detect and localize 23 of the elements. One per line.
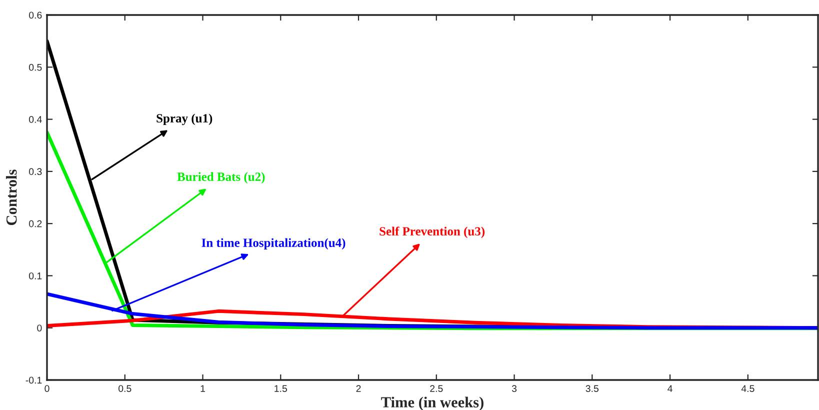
x-tick-label: 3 <box>512 385 517 392</box>
y-tick-label: 0.4 <box>29 116 42 123</box>
x-tick-label: 4.5 <box>741 385 754 392</box>
y-axis-title: Controls <box>6 170 17 226</box>
x-tick-label: 1.5 <box>274 385 287 392</box>
y-tick-label: 0.5 <box>29 64 42 71</box>
x-tick-label: 1 <box>200 385 205 392</box>
y-tick-label: 0.3 <box>29 168 42 176</box>
y-tick-label: -0.1 <box>26 376 42 384</box>
x-tick-label: 0.5 <box>118 385 132 392</box>
annotation: Buried Bats (u2) <box>177 172 265 184</box>
x-tick-label: 0 <box>44 385 50 392</box>
x-tick-label: 4 <box>668 385 672 392</box>
x-tick-label: 3.5 <box>586 385 598 392</box>
y-tick-label: 0.1 <box>29 272 42 280</box>
annotation: Spray (u1) <box>156 114 212 126</box>
y-tick-label: 0.2 <box>29 220 42 228</box>
x-tick-label: 2 <box>356 385 361 392</box>
y-tick-label: 0 <box>37 324 42 332</box>
annotation: Self Prevention (u3) <box>380 226 485 238</box>
x-tick-label: 2.5 <box>430 385 443 392</box>
annotation: In time Hospitalization(u4) <box>202 238 346 250</box>
y-tick-label: 0.6 <box>29 12 42 19</box>
